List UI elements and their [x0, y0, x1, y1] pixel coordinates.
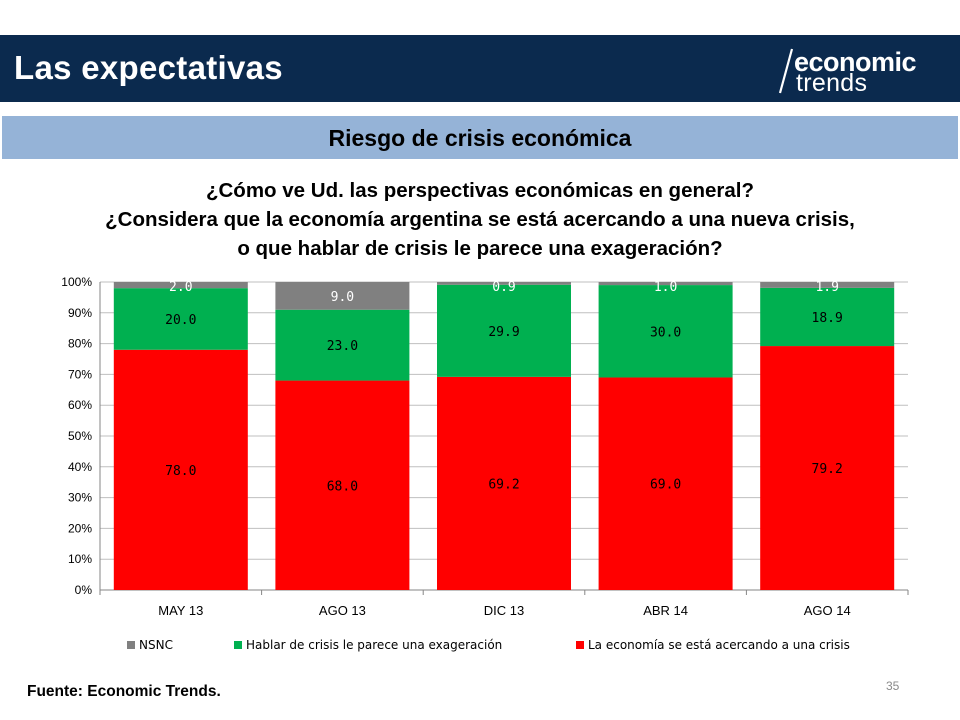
x-tick-label: DIC 13 — [484, 603, 524, 618]
data-label: 0.9 — [492, 280, 515, 295]
bar-segment — [598, 282, 733, 286]
data-label: 1.9 — [815, 280, 838, 295]
legend-swatch — [127, 641, 135, 649]
data-label: 1.0 — [654, 280, 677, 295]
economic-trends-logo: economic trends — [776, 43, 946, 97]
bar-segment — [760, 346, 895, 590]
data-label: 9.0 — [331, 290, 354, 305]
question-line-1: ¿Cómo ve Ud. las perspectivas económicas… — [205, 179, 754, 202]
y-tick-label: 10% — [68, 552, 92, 566]
bar-segment — [760, 287, 895, 347]
section-title: Riesgo de crisis económica — [328, 125, 632, 151]
page-title: Las expectativas — [14, 49, 283, 86]
data-label: 68.0 — [327, 479, 358, 494]
data-label: 18.9 — [812, 311, 843, 326]
data-label: 29.9 — [488, 325, 519, 340]
survey-question: ¿Cómo ve Ud. las perspectivas económicas… — [0, 176, 960, 263]
y-tick-label: 70% — [68, 367, 92, 381]
bar-segment — [437, 376, 571, 590]
y-tick-label: 80% — [68, 337, 92, 351]
x-tick-label: AGO 14 — [804, 603, 851, 618]
x-tick-label: ABR 14 — [643, 603, 688, 618]
y-tick-label: 30% — [68, 491, 92, 505]
bar-segment — [113, 349, 248, 590]
y-tick-label: 100% — [61, 275, 92, 289]
bar-segment — [275, 309, 410, 381]
question-line-3: o que hablar de crisis le parece una exa… — [237, 237, 723, 260]
data-label: 23.0 — [327, 339, 358, 354]
data-label: 78.0 — [165, 464, 196, 479]
legend-swatch — [576, 641, 584, 649]
data-label: 69.0 — [650, 478, 681, 493]
bar-segment — [437, 284, 571, 377]
x-tick-label: AGO 13 — [319, 603, 366, 618]
y-tick-label: 50% — [68, 429, 92, 443]
bar-segment — [113, 282, 248, 289]
bar-segment — [275, 282, 410, 310]
logo-slash-icon — [778, 48, 794, 94]
x-tick-label: MAY 13 — [158, 603, 203, 618]
y-tick-label: 40% — [68, 460, 92, 474]
y-tick-label: 90% — [68, 306, 92, 320]
legend-label: La economía se está acercando a una cris… — [588, 638, 850, 652]
logo-word-economic: economic — [794, 47, 917, 77]
bar-segment — [598, 285, 733, 378]
data-label: 30.0 — [650, 325, 681, 340]
question-line-2: ¿Considera que la economía argentina se … — [105, 208, 855, 231]
bar-segment — [275, 380, 410, 590]
bar-segment — [598, 377, 733, 590]
y-tick-label: 0% — [75, 583, 93, 597]
data-label: 69.2 — [488, 477, 519, 492]
logo-word-trends: trends — [796, 69, 868, 97]
legend-label: Hablar de crisis le parece una exageraci… — [246, 638, 502, 652]
y-tick-label: 60% — [68, 398, 92, 412]
data-label: 2.0 — [169, 280, 192, 295]
legend-label: NSNC — [139, 638, 173, 652]
legend-swatch — [234, 641, 242, 649]
data-label: 20.0 — [165, 313, 196, 328]
data-label: 79.2 — [812, 462, 843, 477]
bar-segment — [113, 288, 248, 350]
source-note: Fuente: Economic Trends. — [27, 683, 221, 700]
header-bar: Las expectativas economic trends — [0, 35, 960, 102]
page-number: 35 — [886, 679, 900, 693]
y-tick-label: 20% — [68, 521, 92, 535]
bar-segment — [760, 282, 895, 288]
bar-segment — [437, 282, 571, 285]
section-banner: Riesgo de crisis económica — [2, 116, 958, 159]
